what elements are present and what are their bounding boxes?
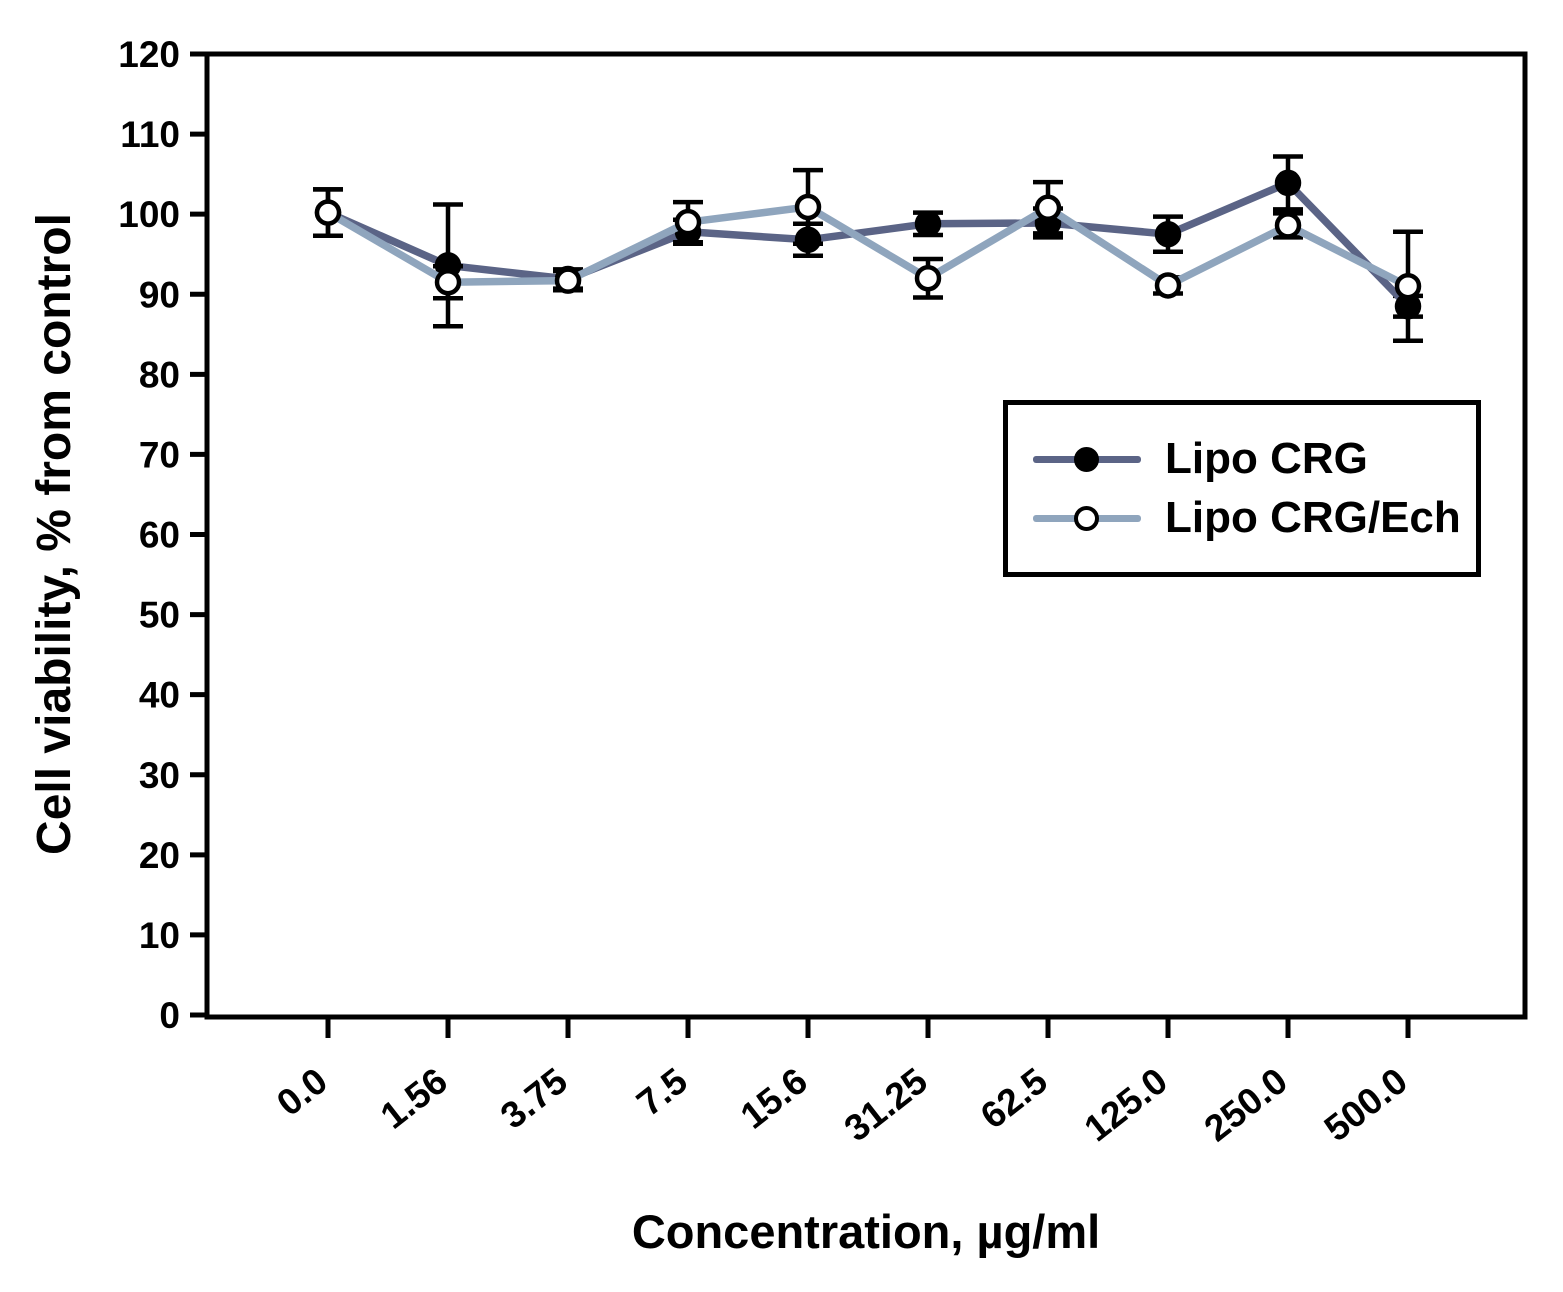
legend-item-lipo-crg-ech: Lipo CRG/Ech xyxy=(1008,495,1476,541)
open-circle-marker-icon xyxy=(1074,506,1099,531)
legend-sample-lipo-crg xyxy=(1033,436,1141,482)
data-point-lipo-crg-ech xyxy=(554,267,582,294)
x-axis-tick-label: 500.0 xyxy=(1317,1060,1415,1149)
y-axis-tick-label: 60 xyxy=(139,515,180,556)
series-line-lipo-crg-ech xyxy=(326,203,1410,290)
legend-box: Lipo CRG Lipo CRG/Ech xyxy=(1003,400,1481,577)
y-axis-tick-label: 20 xyxy=(139,835,180,876)
y-axis-tick-label: 80 xyxy=(139,354,180,395)
filled-circle-marker-icon xyxy=(1074,447,1099,472)
data-point-lipo-crg-ech xyxy=(314,199,342,226)
x-axis-tick-label: 0.0 xyxy=(269,1060,335,1124)
x-axis-tick-label: 7.5 xyxy=(629,1060,695,1124)
y-axis-tick-label: 100 xyxy=(118,194,180,235)
y-axis-tick-label: 90 xyxy=(139,274,180,315)
data-point-lipo-crg-ech xyxy=(1034,194,1062,222)
legend-item-lipo-crg: Lipo CRG xyxy=(1008,436,1476,482)
x-axis-tick-label: 1.56 xyxy=(373,1060,455,1137)
data-point-lipo-crg xyxy=(914,210,942,238)
x-axis-tick-label: 250.0 xyxy=(1197,1060,1295,1149)
data-point-lipo-crg-ech xyxy=(1274,212,1302,239)
y-axis-tick-label: 0 xyxy=(159,995,180,1036)
y-axis-title: Cell viability, % from control xyxy=(28,213,81,855)
y-axis-tick-label: 70 xyxy=(139,434,180,475)
x-axis-tick-label: 31.25 xyxy=(837,1060,935,1149)
data-point-lipo-crg xyxy=(1274,169,1302,197)
data-point-lipo-crg xyxy=(1154,220,1182,248)
legend-label-lipo-crg-ech: Lipo CRG/Ech xyxy=(1165,493,1461,542)
x-axis-title: Concentration, µg/ml xyxy=(631,1205,1101,1258)
y-axis-tick-label: 120 xyxy=(118,34,180,75)
data-point-lipo-crg-ech xyxy=(434,268,462,296)
x-axis-tick-label: 125.0 xyxy=(1077,1060,1175,1149)
y-axis-tick-label: 40 xyxy=(139,675,180,716)
data-point-lipo-crg-ech xyxy=(1394,272,1422,300)
data-point-lipo-crg-ech xyxy=(914,264,942,292)
legend-label-lipo-crg: Lipo CRG xyxy=(1165,434,1368,483)
data-point-lipo-crg-ech xyxy=(1154,272,1182,299)
y-axis-tick-label: 30 xyxy=(139,755,180,796)
x-axis-tick-label: 15.6 xyxy=(733,1060,815,1137)
y-axis-tick-label: 50 xyxy=(139,595,180,636)
data-point-lipo-crg-ech xyxy=(794,193,822,221)
x-axis-tick-label: 62.5 xyxy=(973,1060,1055,1137)
y-axis-tick-label: 10 xyxy=(139,915,180,956)
y-axis-tick-label: 110 xyxy=(120,114,180,155)
legend-sample-lipo-crg-ech xyxy=(1033,495,1141,541)
x-axis-tick-label: 3.75 xyxy=(493,1060,575,1137)
data-point-lipo-crg-ech xyxy=(674,208,702,236)
series-line-lipo-crg xyxy=(326,179,1411,309)
